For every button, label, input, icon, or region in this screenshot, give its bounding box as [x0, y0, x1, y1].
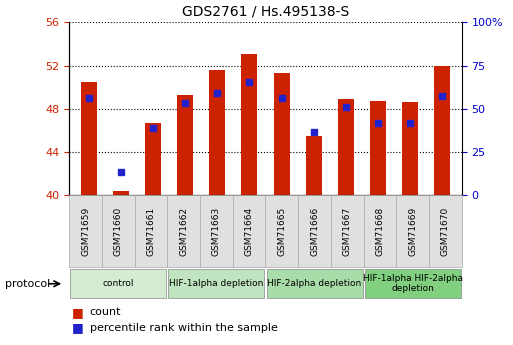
Bar [145, 123, 161, 195]
Text: control: control [103, 279, 134, 288]
Bar [402, 102, 418, 195]
Text: GSM71659: GSM71659 [81, 207, 90, 256]
Text: GSM71669: GSM71669 [408, 207, 417, 256]
Text: GSM71670: GSM71670 [441, 207, 450, 256]
Text: GSM71665: GSM71665 [278, 207, 286, 256]
Text: percentile rank within the sample: percentile rank within the sample [90, 323, 278, 333]
Text: GSM71664: GSM71664 [245, 207, 253, 256]
Text: HIF-1alpha HIF-2alpha
depletion: HIF-1alpha HIF-2alpha depletion [363, 274, 463, 294]
Bar [113, 190, 129, 195]
Title: GDS2761 / Hs.495138-S: GDS2761 / Hs.495138-S [182, 4, 349, 19]
Text: count: count [90, 307, 121, 317]
Bar [435, 66, 450, 195]
Text: GSM71668: GSM71668 [376, 207, 384, 256]
Text: protocol: protocol [5, 279, 50, 289]
Bar [81, 82, 96, 195]
Bar [209, 70, 225, 195]
Bar [338, 99, 354, 195]
Bar [177, 95, 193, 195]
Text: HIF-1alpha depletion: HIF-1alpha depletion [169, 279, 264, 288]
Text: GSM71667: GSM71667 [343, 207, 352, 256]
Text: GSM71666: GSM71666 [310, 207, 319, 256]
Text: GSM71660: GSM71660 [114, 207, 123, 256]
Text: GSM71663: GSM71663 [212, 207, 221, 256]
Bar [241, 54, 258, 195]
Bar [273, 73, 290, 195]
Bar [370, 101, 386, 195]
Text: GSM71662: GSM71662 [179, 207, 188, 256]
Text: HIF-2alpha depletion: HIF-2alpha depletion [267, 279, 362, 288]
Text: ■: ■ [72, 321, 84, 334]
Bar [306, 136, 322, 195]
Text: ■: ■ [72, 306, 84, 319]
Text: GSM71661: GSM71661 [147, 207, 155, 256]
